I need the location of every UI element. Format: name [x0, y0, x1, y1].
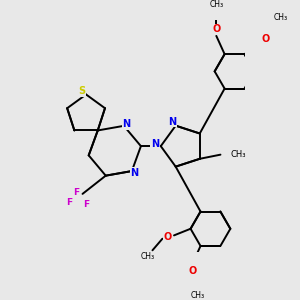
Text: N: N: [130, 168, 138, 178]
Text: F: F: [66, 198, 72, 207]
Text: CH₃: CH₃: [140, 252, 154, 261]
Text: F: F: [73, 188, 79, 197]
Text: N: N: [168, 116, 176, 127]
Text: CH₃: CH₃: [190, 291, 204, 300]
Text: CH₃: CH₃: [274, 13, 288, 22]
Text: N: N: [122, 119, 130, 129]
Text: O: O: [163, 232, 172, 242]
Text: S: S: [78, 86, 85, 96]
Text: CH₃: CH₃: [209, 0, 224, 9]
Text: CH₃: CH₃: [230, 150, 246, 159]
Text: F: F: [83, 200, 89, 209]
Text: O: O: [212, 24, 220, 34]
Text: O: O: [188, 266, 196, 276]
Text: N: N: [151, 140, 159, 149]
Text: O: O: [262, 34, 270, 44]
